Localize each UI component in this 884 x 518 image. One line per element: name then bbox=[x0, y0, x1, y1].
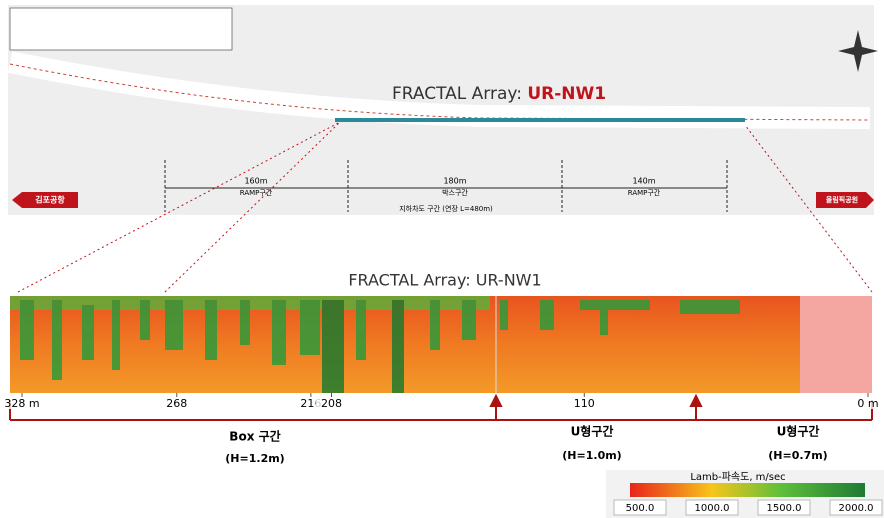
zone-name: U형구간 bbox=[571, 424, 614, 439]
right-sign: 올림픽공원 bbox=[826, 195, 858, 204]
zone-arrow bbox=[491, 396, 501, 420]
colorbar bbox=[630, 483, 865, 497]
zone-name: U형구간 bbox=[777, 424, 820, 439]
heatmap-bg bbox=[10, 296, 872, 393]
left-sign: 김포공항 bbox=[35, 195, 65, 205]
heatmap bbox=[10, 296, 872, 393]
heatmap-faded bbox=[800, 296, 872, 393]
zone-arrow bbox=[691, 396, 701, 420]
zone-note: (H=1.0m) bbox=[562, 449, 621, 462]
zone-name: Box 구간 bbox=[229, 429, 280, 444]
section-name: RAMP구간 bbox=[628, 188, 661, 197]
x-tick-label: 328 m bbox=[4, 397, 39, 410]
page: FRACTAL Array: UR-NW1 160m RAMP구간 180m 박… bbox=[0, 0, 884, 518]
x-tick-label: 0 m bbox=[857, 397, 878, 410]
colorbar-tick-label: 500.0 bbox=[626, 503, 655, 514]
map-title: FRACTAL Array: UR-NW1 bbox=[392, 84, 606, 104]
colorbar-title: Lamb-파속도, m/sec bbox=[690, 471, 785, 483]
colorbar-tick-label: 2000.0 bbox=[839, 503, 874, 514]
section-length: 140m bbox=[632, 177, 655, 186]
section-length: 180m bbox=[443, 177, 466, 186]
x-tick-label: 110 bbox=[574, 397, 595, 410]
colorbar-tick-label: 1500.0 bbox=[767, 503, 802, 514]
section-length: 160m bbox=[244, 177, 267, 186]
colorbar-tick-label: 1000.0 bbox=[695, 503, 730, 514]
total-length: 지하차도 구간 (연장 L=480m) bbox=[399, 204, 493, 213]
map: FRACTAL Array: UR-NW1 160m RAMP구간 180m 박… bbox=[8, 5, 878, 215]
heatmap-title: FRACTAL Array: UR-NW1 bbox=[348, 271, 541, 290]
map-title-prefix: FRACTAL Array: bbox=[392, 84, 527, 104]
x-tick-label: 268 bbox=[166, 397, 187, 410]
map-title-highlight: UR-NW1 bbox=[527, 84, 606, 104]
zone-note: (H=1.2m) bbox=[225, 452, 284, 465]
x-tick-label: 208 bbox=[321, 397, 342, 410]
legend-table bbox=[10, 8, 232, 50]
section-name: RAMP구간 bbox=[240, 188, 273, 197]
section-name: 박스구간 bbox=[442, 188, 468, 197]
zone-note: (H=0.7m) bbox=[768, 449, 827, 462]
